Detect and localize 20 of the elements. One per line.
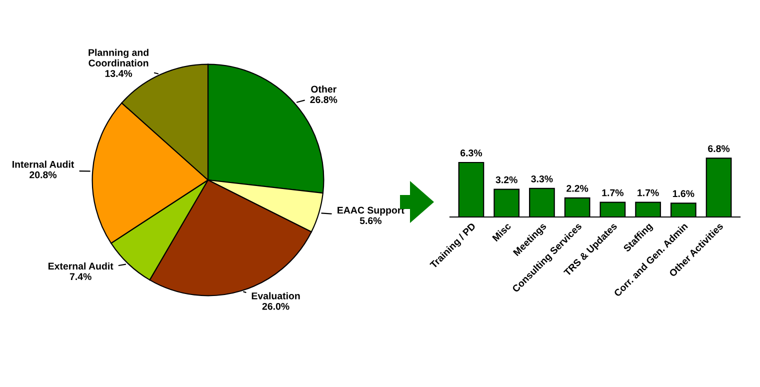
data-label: 26.0% bbox=[262, 302, 290, 310]
data-label: 6.3% bbox=[460, 150, 482, 156]
data-label: 3.3% bbox=[531, 175, 553, 182]
slice-label: Other bbox=[311, 85, 336, 93]
data-label: 6.8% bbox=[708, 145, 730, 152]
data-label: 1.6% bbox=[672, 190, 694, 198]
data-label: 20.8% bbox=[30, 171, 57, 178]
slice-label: Planning and Coordination bbox=[88, 48, 148, 66]
data-label: 2.2% bbox=[566, 184, 588, 192]
slice-label: Evaluation bbox=[252, 292, 300, 300]
data-label: 5.6% bbox=[360, 217, 382, 224]
data-label: 7.4% bbox=[70, 273, 92, 280]
data-label: 3.2% bbox=[496, 176, 518, 184]
slice-label: EAAC Support bbox=[338, 206, 404, 216]
data-label: 1.7% bbox=[602, 189, 624, 196]
data-label: 26.8% bbox=[310, 96, 338, 104]
slice-label: External Audit bbox=[48, 262, 114, 270]
data-label: 13.4% bbox=[105, 70, 132, 77]
data-label: 1.7% bbox=[638, 189, 659, 196]
slice-label: Internal Audit bbox=[12, 160, 74, 168]
